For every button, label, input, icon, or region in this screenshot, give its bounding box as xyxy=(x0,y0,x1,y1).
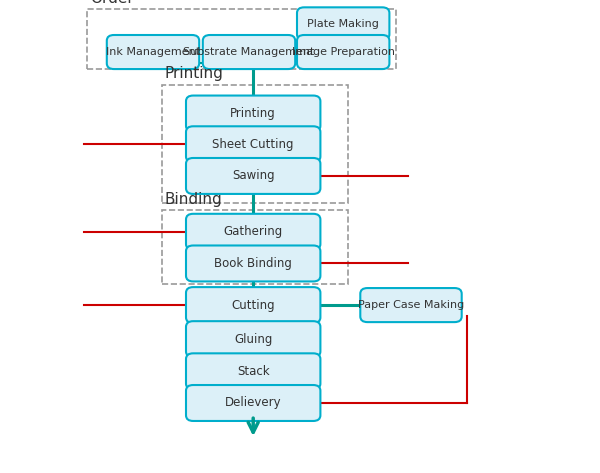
Text: Delievery: Delievery xyxy=(225,396,281,410)
Text: Printing: Printing xyxy=(165,66,224,81)
Text: Book Binding: Book Binding xyxy=(214,257,292,270)
Text: Plate Making: Plate Making xyxy=(307,18,379,29)
Text: Order: Order xyxy=(90,0,134,6)
FancyBboxPatch shape xyxy=(186,126,320,162)
Text: Binding: Binding xyxy=(165,192,223,207)
Text: Gluing: Gluing xyxy=(234,333,272,346)
Text: Stack: Stack xyxy=(237,365,269,378)
FancyBboxPatch shape xyxy=(297,35,389,69)
FancyBboxPatch shape xyxy=(186,96,320,131)
FancyBboxPatch shape xyxy=(186,158,320,194)
FancyBboxPatch shape xyxy=(360,288,462,322)
FancyBboxPatch shape xyxy=(203,35,295,69)
Text: Image Preparation: Image Preparation xyxy=(292,47,395,57)
FancyBboxPatch shape xyxy=(186,353,320,389)
Text: Sawing: Sawing xyxy=(232,169,275,183)
Text: Gathering: Gathering xyxy=(224,225,283,238)
FancyBboxPatch shape xyxy=(186,287,320,323)
Text: Paper Case Making: Paper Case Making xyxy=(358,300,464,310)
Text: Printing: Printing xyxy=(230,107,276,120)
FancyBboxPatch shape xyxy=(297,8,389,40)
FancyBboxPatch shape xyxy=(107,35,199,69)
Text: Substrate Management: Substrate Management xyxy=(184,47,314,57)
Text: Ink Management: Ink Management xyxy=(106,47,200,57)
Text: Cutting: Cutting xyxy=(232,298,275,312)
FancyBboxPatch shape xyxy=(186,385,320,421)
Text: Sheet Cutting: Sheet Cutting xyxy=(212,138,294,151)
FancyBboxPatch shape xyxy=(186,321,320,357)
FancyBboxPatch shape xyxy=(186,245,320,281)
FancyBboxPatch shape xyxy=(186,214,320,250)
